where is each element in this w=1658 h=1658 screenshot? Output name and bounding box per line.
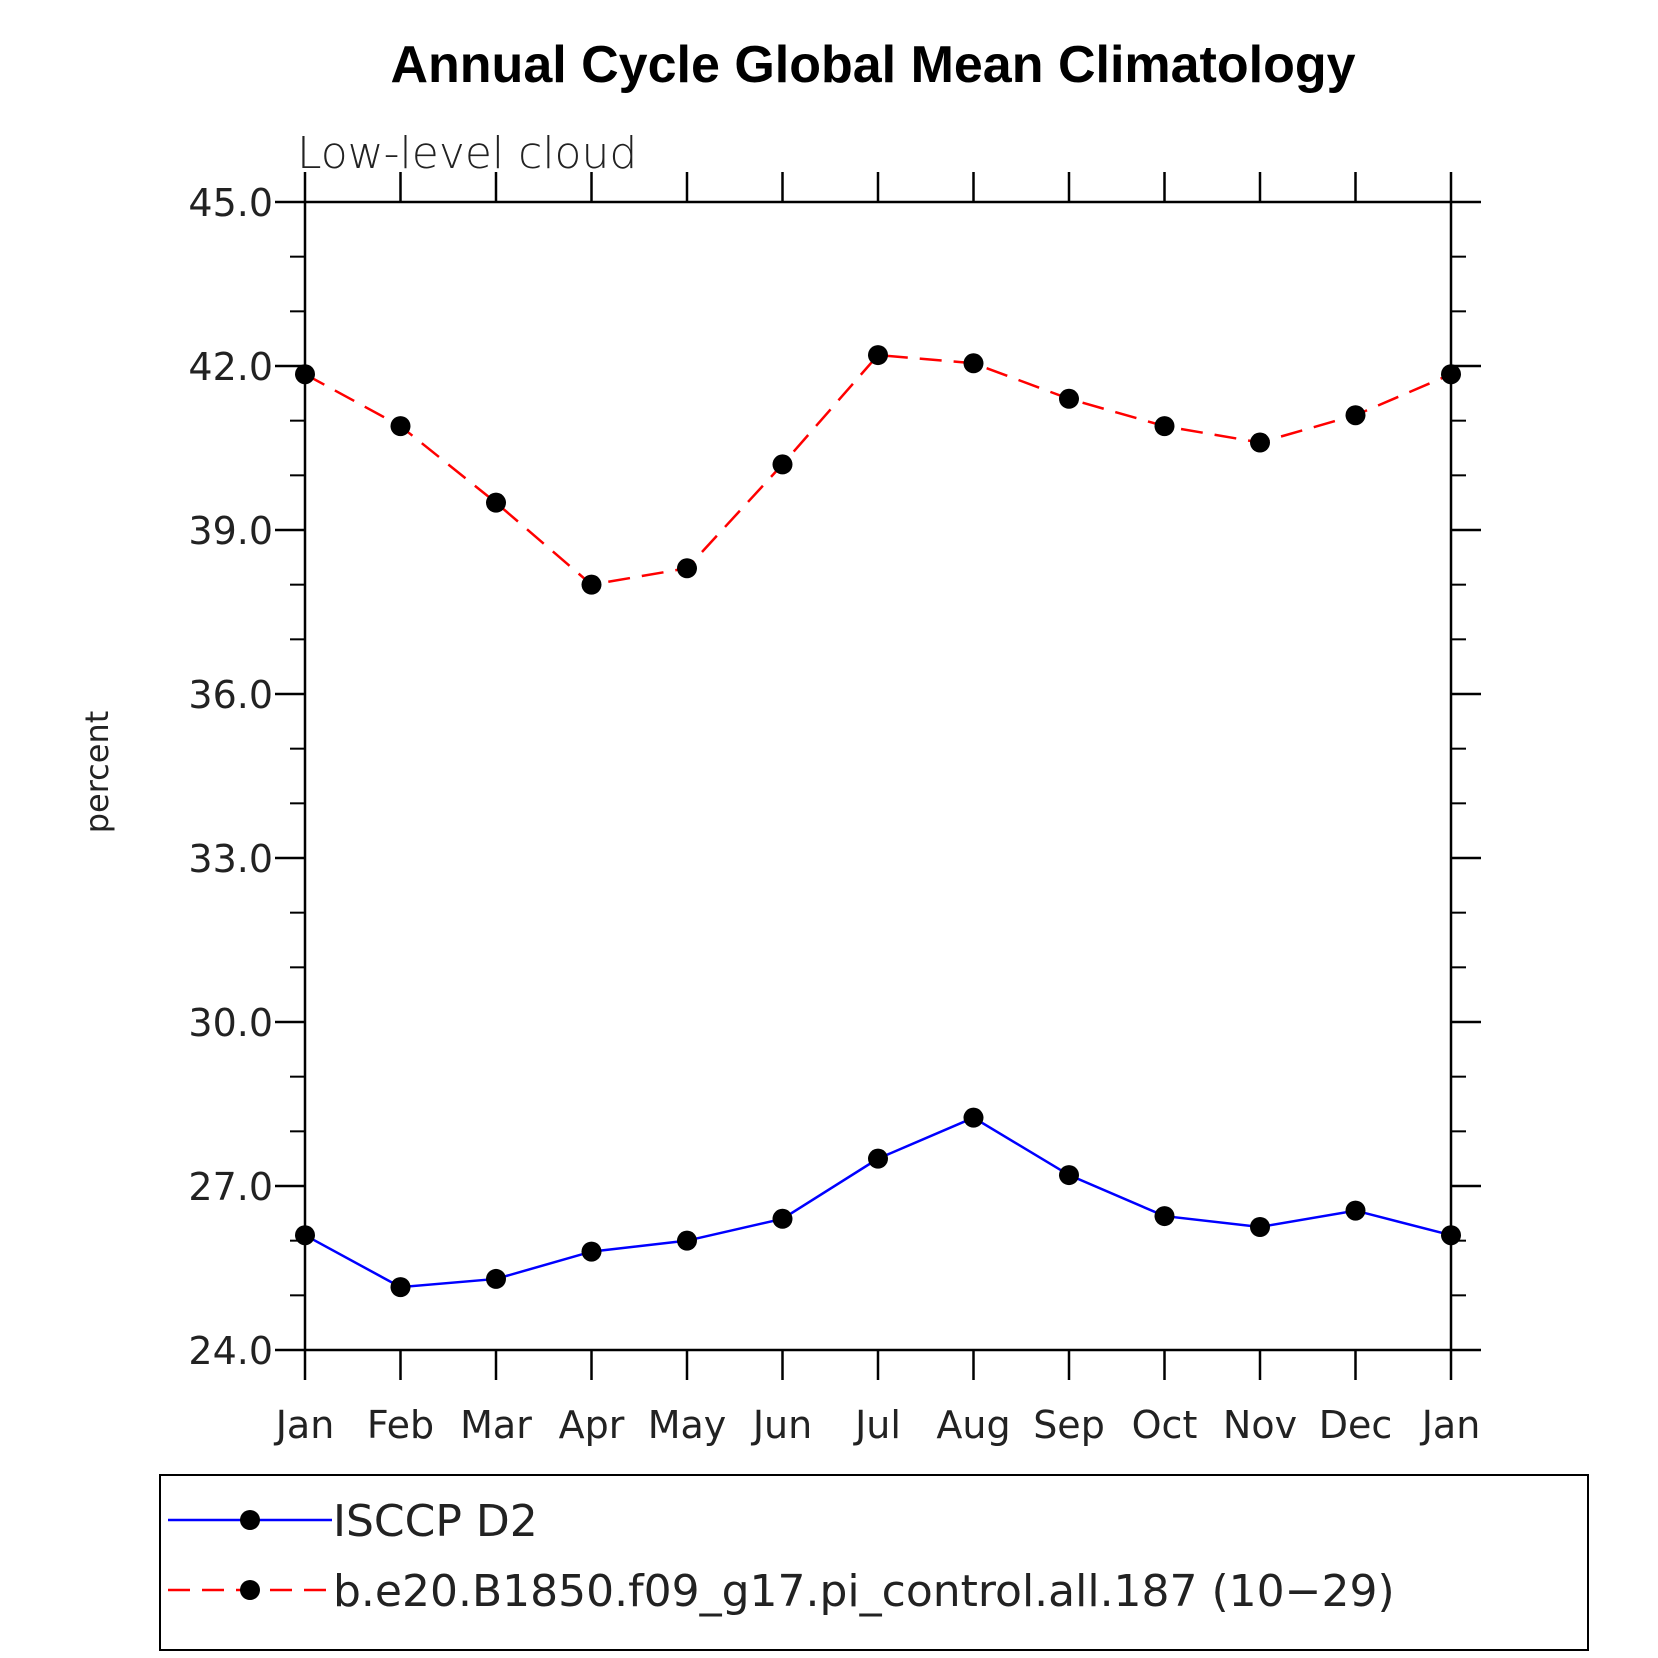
series-1-point [581,574,602,595]
y-tick-label: 36.0 [188,673,273,717]
series-1-point [1441,364,1461,385]
series-1-point [1154,416,1175,437]
series-0-point [486,1268,506,1289]
series-0-point [581,1241,602,1262]
x-tick-label: Jul [853,1403,901,1447]
x-tick-label: May [648,1403,727,1447]
x-tick-label: Jan [1420,1403,1481,1447]
series-1-point [486,492,506,513]
series-1-point [868,345,888,366]
legend-label-model: b.e20.B1850.f09_g17.pi_control.all.187 (… [333,1566,1395,1617]
x-tick-label: Mar [460,1403,532,1447]
series-0-point [1250,1217,1270,1237]
series-layer [295,345,1461,1298]
chart-subtitle: Low-level cloud [297,128,637,179]
legend-marker-model [240,1580,260,1600]
series-0-point [1059,1165,1079,1186]
y-axis-ticks: 24.0 27.0 30.0 33.0 36.0 39.0 42.0 45.0 [188,181,1481,1373]
y-tick-label: 27.0 [188,1165,273,1209]
y-tick-label: 24.0 [188,1329,273,1373]
x-tick-label: Sep [1033,1403,1105,1447]
series-0-point [1441,1225,1461,1246]
x-axis-ticks: Jan Feb Mar Apr May Jun Jul Aug Sep Oct Nov Dec Jan [274,172,1481,1447]
legend-marker-isccp [240,1510,260,1530]
series-0-point [1345,1200,1366,1221]
y-tick-label: 45.0 [188,181,273,225]
plot-border [303,200,1453,1352]
series-0-point [963,1107,984,1128]
y-tick-label: 42.0 [188,345,273,389]
y-tick-label: 30.0 [188,1001,273,1045]
plot-frame [303,200,1453,1352]
series-0-point [868,1148,888,1169]
x-tick-label: Jan [274,1403,335,1447]
x-tick-label: Oct [1132,1403,1198,1447]
series-0-point [295,1225,315,1246]
x-tick-label: Apr [559,1403,625,1447]
series-1-point [677,558,697,579]
chart-title: Annual Cycle Global Mean Climatology [390,36,1355,94]
series-line-1 [304,353,1452,586]
legend-box [159,1474,1589,1651]
legend-label-isccp: ISCCP D2 [333,1496,538,1547]
x-tick-label: Feb [367,1403,434,1447]
series-1-point [390,416,411,437]
series-1-point [295,364,315,385]
x-tick-label: Dec [1319,1403,1393,1447]
series-1-point [772,454,793,475]
x-tick-label: Aug [936,1403,1010,1447]
series-line-0 [304,1116,1452,1289]
legend: ISCCP D2 b.e20.B1850.f09_g17.pi_control.… [159,1474,1589,1651]
series-1-point [1345,405,1366,426]
series-0-point [772,1208,793,1229]
series-0-point [1154,1206,1175,1227]
series-0-point [390,1277,411,1298]
series-1-point [1059,388,1079,409]
y-axis-label: percent [78,711,116,834]
x-tick-label: Jun [751,1403,812,1447]
y-tick-label: 39.0 [188,509,273,553]
x-tick-label: Nov [1223,1403,1297,1447]
series-1-point [1250,432,1270,453]
y-tick-label: 33.0 [188,837,273,881]
series-1-point [963,353,984,374]
series-0-point [677,1230,697,1251]
